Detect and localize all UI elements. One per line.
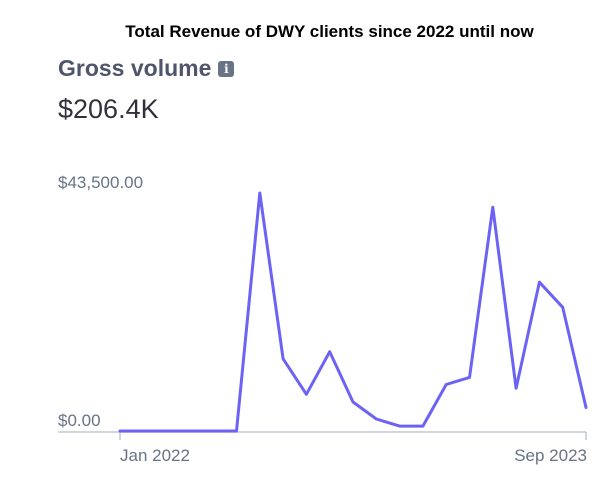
x-tick-label: Sep 2023 [514, 446, 587, 465]
series-line [118, 191, 588, 433]
chart-caption: Total Revenue of DWY clients since 2022 … [125, 22, 534, 41]
gross-volume-heading: Gross volume i [58, 55, 235, 82]
gross-volume-total: $206.4K [58, 94, 159, 124]
x-tick-label: Jan 2022 [120, 446, 190, 465]
chart-ticks: $0.00 $43,500.00 Jan 2022 Sep 2023 [58, 173, 587, 465]
gross-volume-title: Gross volume [58, 55, 212, 81]
y-tick-label: $0.00 [58, 411, 101, 430]
y-tick-label: $43,500.00 [58, 173, 143, 192]
info-icon[interactable]: i [218, 60, 235, 77]
chart-series [118, 191, 588, 433]
